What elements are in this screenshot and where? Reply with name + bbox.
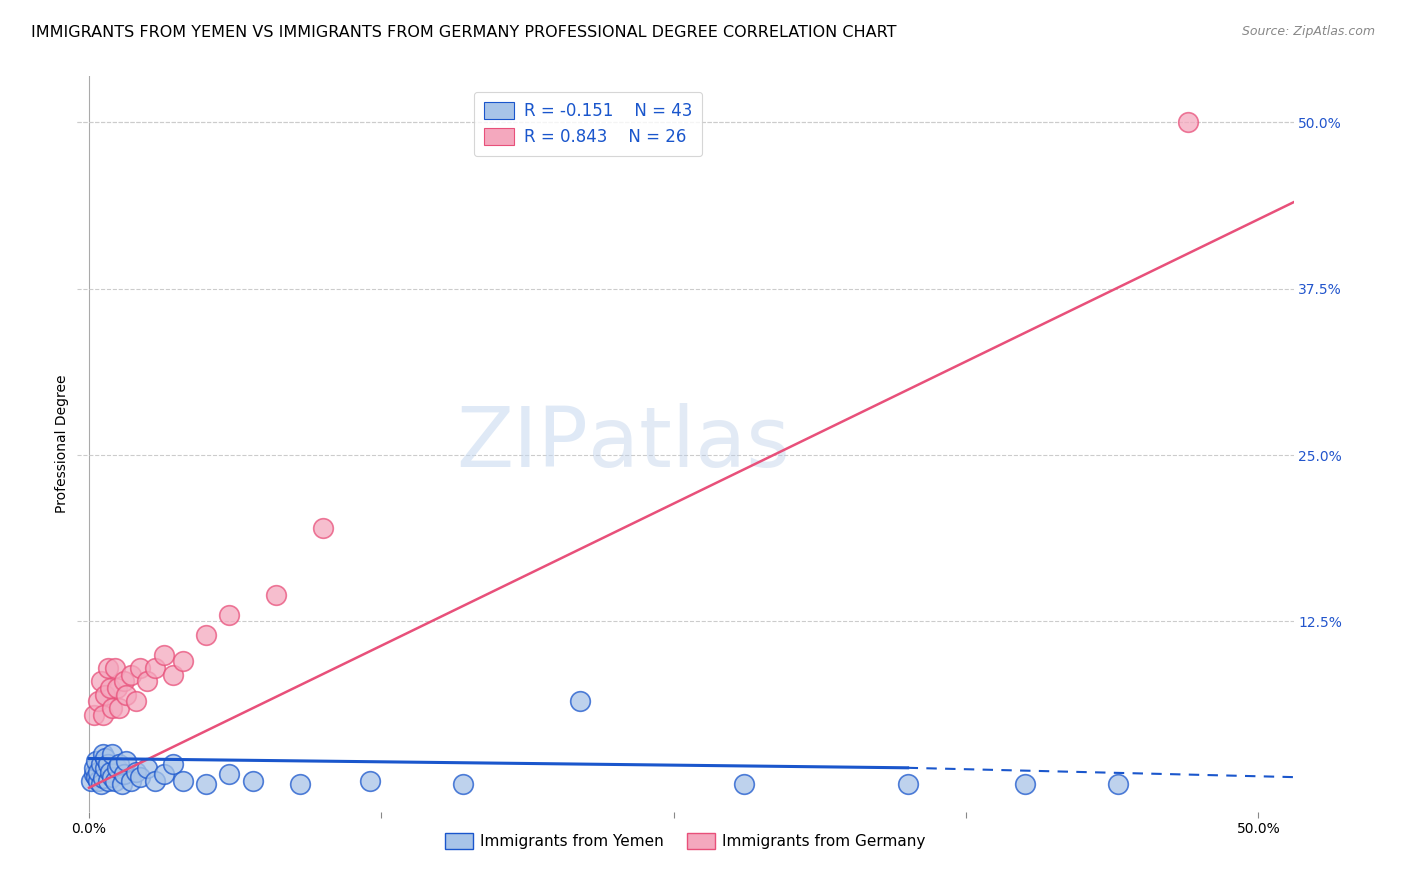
Point <box>83 767 105 781</box>
Point <box>112 767 135 781</box>
Legend: Immigrants from Yemen, Immigrants from Germany: Immigrants from Yemen, Immigrants from G… <box>439 828 932 855</box>
Point <box>153 767 176 781</box>
Point <box>87 764 110 779</box>
Point <box>172 774 194 789</box>
Point <box>97 756 120 771</box>
Text: ZIP: ZIP <box>457 403 588 484</box>
Point <box>105 761 128 775</box>
Point <box>312 521 335 535</box>
Point <box>97 774 120 789</box>
Point <box>194 777 217 791</box>
Point <box>80 774 103 789</box>
Point <box>136 674 159 689</box>
Point <box>98 764 121 779</box>
Point <box>120 774 142 789</box>
Point <box>125 694 148 708</box>
Point <box>91 747 114 762</box>
Point <box>91 707 114 722</box>
Point <box>218 607 240 622</box>
Point <box>112 674 135 689</box>
Point <box>90 674 112 689</box>
Point <box>136 761 159 775</box>
Point <box>897 777 920 791</box>
Point <box>451 777 474 791</box>
Point <box>94 751 117 765</box>
Point <box>98 681 121 695</box>
Point <box>129 770 152 784</box>
Point <box>91 772 114 786</box>
Point <box>162 756 184 771</box>
Point <box>1107 777 1129 791</box>
Point <box>101 747 124 762</box>
Point <box>153 648 176 662</box>
Point <box>194 628 217 642</box>
Text: Source: ZipAtlas.com: Source: ZipAtlas.com <box>1241 25 1375 38</box>
Point <box>1177 115 1199 129</box>
Point <box>101 701 124 715</box>
Point <box>115 688 138 702</box>
Point <box>84 754 107 768</box>
Point <box>108 756 131 771</box>
Point <box>359 774 381 789</box>
Point <box>87 774 110 789</box>
Point <box>264 588 287 602</box>
Point <box>172 654 194 668</box>
Point <box>143 661 166 675</box>
Point <box>105 681 128 695</box>
Point <box>129 661 152 675</box>
Text: atlas: atlas <box>588 403 790 484</box>
Point <box>104 774 127 789</box>
Point <box>90 756 112 771</box>
Point <box>83 761 105 775</box>
Point <box>101 770 124 784</box>
Point <box>104 661 127 675</box>
Point <box>242 774 264 789</box>
Point <box>288 777 311 791</box>
Point <box>143 774 166 789</box>
Point <box>83 707 105 722</box>
Point <box>218 767 240 781</box>
Point <box>94 688 117 702</box>
Point <box>97 661 120 675</box>
Point <box>115 754 138 768</box>
Text: IMMIGRANTS FROM YEMEN VS IMMIGRANTS FROM GERMANY PROFESSIONAL DEGREE CORRELATION: IMMIGRANTS FROM YEMEN VS IMMIGRANTS FROM… <box>31 25 897 40</box>
Point <box>162 667 184 681</box>
Point <box>569 694 592 708</box>
Point <box>87 694 110 708</box>
Point <box>84 770 107 784</box>
Point <box>108 701 131 715</box>
Point <box>125 764 148 779</box>
Point <box>1014 777 1036 791</box>
Point <box>733 777 755 791</box>
Point <box>111 777 134 791</box>
Point <box>120 667 142 681</box>
Point <box>90 777 112 791</box>
Y-axis label: Professional Degree: Professional Degree <box>55 375 69 513</box>
Point <box>94 761 117 775</box>
